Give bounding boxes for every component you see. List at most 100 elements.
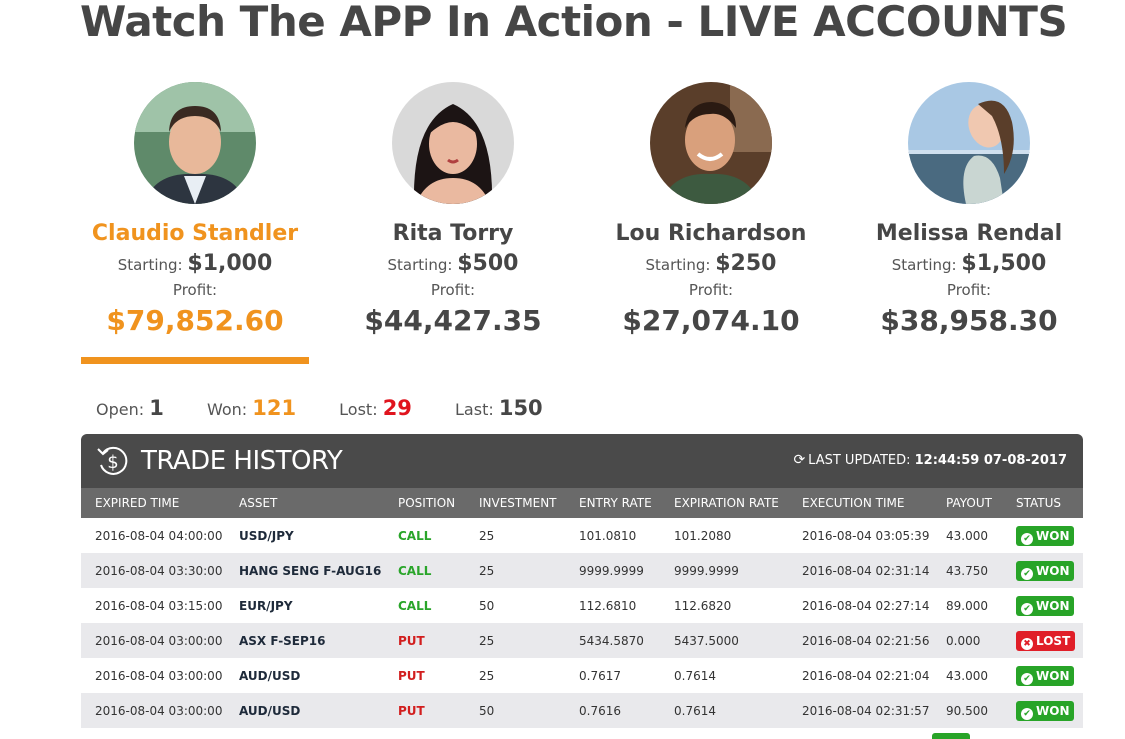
- account-name: Melissa Rendal: [875, 221, 1063, 246]
- column-header[interactable]: POSITION: [398, 496, 456, 510]
- execution-time: 2016-08-04 02:21:56: [802, 633, 930, 648]
- asset: HANG SENG F-AUG16: [239, 563, 382, 578]
- profit-label: Profit:: [688, 281, 734, 299]
- avatar: [392, 82, 514, 204]
- account-card-lou[interactable]: Lou Richardson Starting: $250 Profit: $2…: [582, 82, 840, 341]
- expired-time: 2016-08-04 03:15:00: [95, 598, 223, 613]
- column-header[interactable]: ASSET: [239, 496, 278, 510]
- profit-value: $44,427.35: [364, 304, 542, 337]
- trade-history-header: $ TRADE HISTORY ⟳ LAST UPDATED: 12:44:59 …: [81, 434, 1083, 488]
- dollar-history-icon: $: [95, 443, 131, 479]
- status-badge: ✔ WON: [1016, 700, 1075, 721]
- page-title: Watch The APP In Action - LIVE ACCOUNTS: [80, 0, 1068, 46]
- expired-time: 2016-08-04 03:00:00: [95, 668, 223, 683]
- check-circle-icon: ✔: [1021, 567, 1033, 580]
- asset: ASX F-SEP16: [239, 633, 326, 648]
- column-header[interactable]: EXPIRATION RATE: [674, 496, 779, 510]
- table-row[interactable]: 2016-08-04 03:00:00 ASX F-SEP16 PUT 25 5…: [81, 623, 1083, 658]
- investment: 25: [479, 563, 495, 578]
- asset: AUD/USD: [239, 668, 301, 683]
- last-updated: ⟳ LAST UPDATED: 12:44:59 07-08-2017: [793, 452, 1067, 468]
- profit-value: $79,852.60: [106, 304, 284, 337]
- check-circle-icon: ✔: [1021, 707, 1033, 720]
- expiration-rate: 5437.5000: [674, 633, 739, 648]
- next-row-status-badge: [932, 733, 970, 739]
- profit-label: Profit:: [946, 281, 992, 299]
- avatar: [650, 82, 772, 204]
- execution-time: 2016-08-04 02:31:14: [802, 563, 930, 578]
- table-row[interactable]: 2016-08-04 03:00:00 AUD/USD PUT 50 0.761…: [81, 693, 1083, 728]
- check-circle-icon: ✔: [1021, 602, 1033, 615]
- account-card-rita[interactable]: Rita Torry Starting: $500 Profit: $44,42…: [324, 82, 582, 341]
- expiration-rate: 0.7614: [674, 668, 716, 683]
- asset: AUD/USD: [239, 703, 301, 718]
- payout: 43.000: [946, 528, 988, 543]
- payout: 90.500: [946, 703, 988, 718]
- table-row[interactable]: 2016-08-04 04:00:00 USD/JPY CALL 25 101.…: [81, 518, 1083, 553]
- account-card-claudio[interactable]: Claudio Standler Starting: $1,000 Profit…: [66, 82, 324, 341]
- column-header[interactable]: EXPIRED TIME: [95, 496, 180, 510]
- entry-rate: 9999.9999: [579, 563, 644, 578]
- starting-amount: Starting: $250: [645, 251, 777, 276]
- account-card-melissa[interactable]: Melissa Rendal Starting: $1,500 Profit: …: [840, 82, 1098, 341]
- trade-history-table: EXPIRED TIME ASSET POSITION INVESTMENT E…: [81, 488, 1083, 728]
- column-header[interactable]: INVESTMENT: [479, 496, 557, 510]
- entry-rate: 112.6810: [579, 598, 637, 613]
- status-badge: ✖ LOST: [1016, 630, 1076, 651]
- payout: 43.000: [946, 668, 988, 683]
- account-name: Rita Torry: [392, 221, 514, 246]
- trade-counts: Open: 1 Won: 121 Lost: 29 Last: 150: [96, 396, 581, 420]
- refresh-icon[interactable]: ⟳: [793, 452, 806, 468]
- investment: 25: [479, 668, 495, 683]
- account-name: Lou Richardson: [615, 221, 807, 246]
- account-list: Claudio Standler Starting: $1,000 Profit…: [66, 82, 1098, 372]
- expired-time: 2016-08-04 04:00:00: [95, 528, 223, 543]
- position: CALL: [398, 598, 432, 613]
- position: PUT: [398, 703, 425, 718]
- entry-rate: 0.7617: [579, 668, 621, 683]
- avatar: [908, 82, 1030, 204]
- status-badge: ✔ WON: [1016, 595, 1075, 616]
- svg-text:$: $: [107, 452, 118, 473]
- column-header[interactable]: EXECUTION TIME: [802, 496, 905, 510]
- entry-rate: 101.0810: [579, 528, 637, 543]
- entry-rate: 0.7616: [579, 703, 621, 718]
- entry-rate: 5434.5870: [579, 633, 644, 648]
- expired-time: 2016-08-04 03:00:00: [95, 703, 223, 718]
- position: CALL: [398, 563, 432, 578]
- asset: USD/JPY: [239, 528, 294, 543]
- open-count: Open: 1: [96, 396, 164, 420]
- expired-time: 2016-08-04 03:00:00: [95, 633, 223, 648]
- table-row[interactable]: 2016-08-04 03:15:00 EUR/JPY CALL 50 112.…: [81, 588, 1083, 623]
- last-count: Last: 150: [455, 396, 543, 420]
- starting-amount: Starting: $500: [387, 251, 519, 276]
- status-badge: ✔ WON: [1016, 560, 1075, 581]
- lost-count: Lost: 29: [339, 396, 412, 420]
- asset: EUR/JPY: [239, 598, 293, 613]
- expiration-rate: 112.6820: [674, 598, 732, 613]
- avatar: [134, 82, 256, 204]
- payout: 43.750: [946, 563, 988, 578]
- expiration-rate: 0.7614: [674, 703, 716, 718]
- execution-time: 2016-08-04 02:21:04: [802, 668, 930, 683]
- won-count: Won: 121: [206, 396, 297, 420]
- position: CALL: [398, 528, 432, 543]
- check-circle-icon: ✔: [1021, 532, 1033, 545]
- investment: 50: [479, 598, 495, 613]
- table-row[interactable]: 2016-08-04 03:30:00 HANG SENG F-AUG16 CA…: [81, 553, 1083, 588]
- expired-time: 2016-08-04 03:30:00: [95, 563, 223, 578]
- column-header[interactable]: PAYOUT: [946, 496, 992, 510]
- column-header[interactable]: ENTRY RATE: [579, 496, 652, 510]
- expiration-rate: 9999.9999: [674, 563, 739, 578]
- active-account-indicator: [81, 357, 309, 364]
- profit-value: $38,958.30: [880, 304, 1058, 337]
- investment: 25: [479, 633, 495, 648]
- account-name: Claudio Standler: [91, 221, 299, 246]
- position: PUT: [398, 668, 425, 683]
- column-header[interactable]: STATUS: [1016, 496, 1062, 510]
- status-badge: ✔ WON: [1016, 525, 1075, 546]
- investment: 50: [479, 703, 495, 718]
- table-row[interactable]: 2016-08-04 03:00:00 AUD/USD PUT 25 0.761…: [81, 658, 1083, 693]
- profit-label: Profit:: [172, 281, 218, 299]
